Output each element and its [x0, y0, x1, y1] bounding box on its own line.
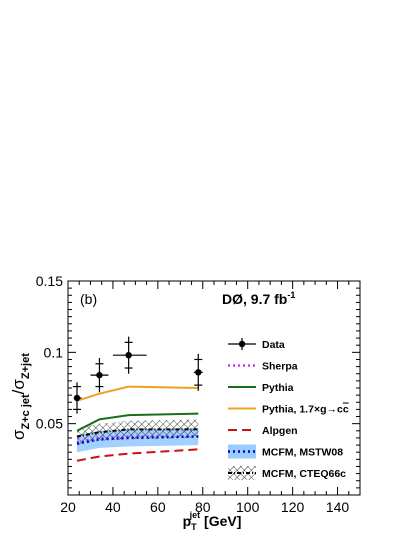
series-line-4: [76, 435, 199, 445]
y-axis-title: σZ+c jet/σZ+jet: [9, 353, 32, 440]
series-line-1: [76, 412, 199, 432]
x-tick-label-6: 140: [326, 499, 350, 515]
experiment-label: DØ, 9.7 fb-1: [222, 290, 295, 307]
x-tick-label-2: 60: [150, 499, 166, 515]
legend-label-3: Pythia, 1.7×g→cc: [262, 404, 349, 416]
axis-ticks: 20 40 60 80 100 120 140 0.05 0.1 0.15: [36, 273, 361, 515]
series-line-2: [76, 385, 199, 402]
legend-label-4: Alpgen: [262, 425, 298, 437]
data-point-3: [195, 369, 202, 376]
series-line-3: [76, 448, 199, 462]
y-tick-label-0: 0.05: [36, 416, 63, 432]
x-tick-label-3: 80: [195, 499, 211, 515]
legend-data-marker: [238, 340, 246, 348]
data-point-1: [96, 371, 103, 379]
data-point-2: [125, 351, 132, 359]
x-tick-label-1: 40: [105, 499, 121, 515]
plot-frame: [67, 280, 361, 496]
series-line-5: [76, 428, 199, 438]
legend-label-6: MCFM, CTEQ66c: [262, 468, 346, 480]
x-tick-label-5: 120: [281, 499, 305, 515]
legend-label-0: Data: [262, 339, 285, 351]
panel-label: (b): [80, 291, 97, 307]
x-tick-label-4: 100: [236, 499, 260, 515]
legend-label-2: Pythia: [262, 382, 294, 394]
legend-crosshatch-swatch: [228, 466, 256, 480]
legend-label-5: MCFM, MSTW08: [262, 447, 343, 459]
y-tick-label-1: 0.1: [44, 344, 64, 360]
legend-band-swatch: [228, 444, 256, 459]
data-point-0: [73, 394, 81, 402]
legend: Data Sherpa Pythia Pythia, 1.7×g→cc Alpgen MC…: [228, 338, 349, 480]
series-lines: [76, 385, 199, 462]
x-axis-title: pTjet [GeV]: [183, 510, 242, 532]
data-points: [72, 336, 203, 414]
y-tick-label-2: 0.15: [36, 273, 63, 289]
x-tick-label-0: 20: [60, 499, 76, 515]
legend-label-1: Sherpa: [262, 361, 298, 373]
